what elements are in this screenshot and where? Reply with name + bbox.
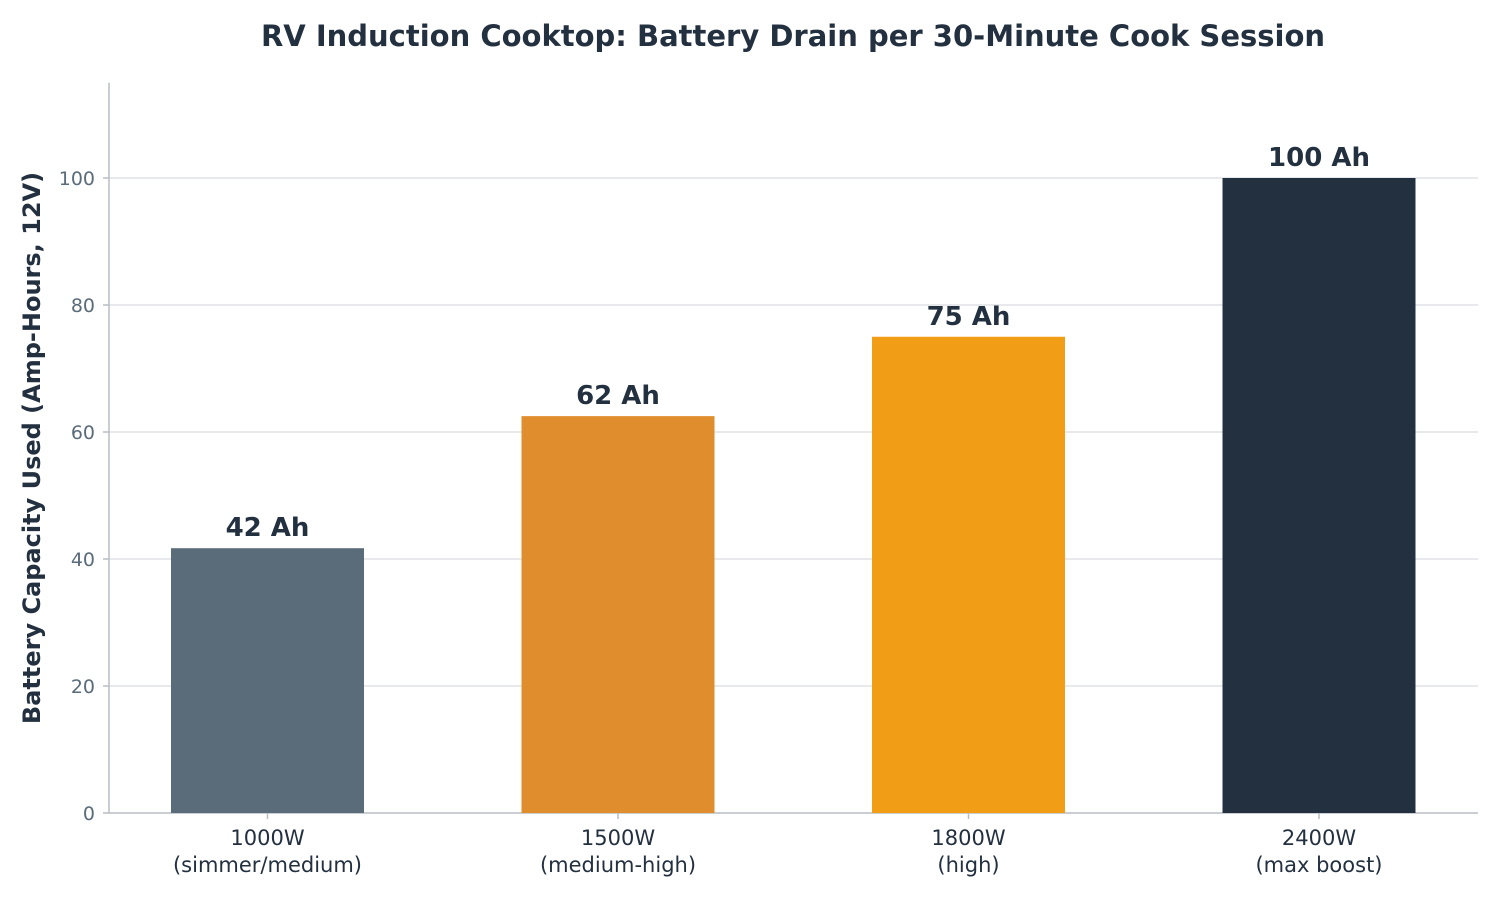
bar-value-label: 100 Ah	[1268, 143, 1370, 173]
y-axis-ticks: 0 20 40 60 80 100	[59, 168, 109, 825]
x-tick-label: (max boost)	[1255, 853, 1382, 877]
y-tick-label: 100	[59, 168, 95, 190]
y-axis-label: Battery Capacity Used (Amp-Hours, 12V)	[18, 172, 46, 724]
x-axis-ticks: 1000W (simmer/medium) 1500W (medium-high) 18…	[173, 813, 1383, 877]
x-tick-label: (medium-high)	[540, 853, 696, 877]
x-tick-label: 1500W	[581, 826, 655, 850]
bar	[872, 336, 1065, 813]
bar	[171, 548, 364, 813]
bar-value-label: 75 Ah	[927, 302, 1011, 332]
x-tick-label: 1800W	[931, 826, 1005, 850]
bar-value-label: 62 Ah	[576, 381, 660, 411]
bar-value-labels: 42 Ah 62 Ah 75 Ah 100 Ah	[226, 143, 1370, 543]
bar-value-label: 42 Ah	[226, 513, 310, 543]
x-tick-label: (simmer/medium)	[173, 853, 362, 877]
y-tick-label: 20	[71, 676, 95, 698]
x-tick-label: (high)	[937, 853, 999, 877]
bar	[521, 416, 715, 813]
y-tick-label: 0	[83, 803, 95, 825]
x-tick-label: 1000W	[230, 826, 304, 850]
y-tick-label: 80	[71, 295, 95, 317]
y-tick-label: 60	[71, 422, 95, 444]
x-tick-label: 2400W	[1282, 826, 1356, 850]
bars	[171, 178, 1416, 813]
chart-title: RV Induction Cooktop: Battery Drain per …	[261, 19, 1325, 53]
y-tick-label: 40	[71, 549, 95, 571]
bar	[1222, 178, 1416, 813]
